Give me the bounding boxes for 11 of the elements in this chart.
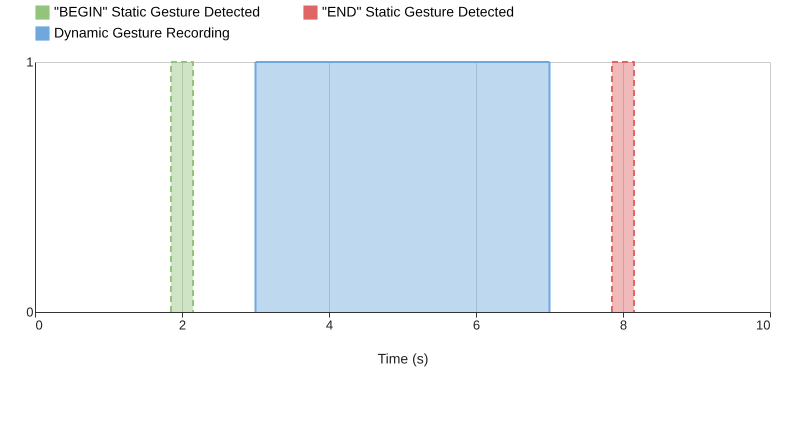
legend-label: Dynamic Gesture Recording [54,24,230,40]
x-tick-label: 6 [472,318,480,332]
x-tick-label: 2 [178,318,186,332]
legend-label: "END" Static Gesture Detected [322,4,514,20]
legend-label: "BEGIN" Static Gesture Detected [54,4,260,20]
x-tick-label: 0 [36,318,43,332]
x-axis-title: Time (s) [378,350,428,366]
x-tick-label: 10 [756,318,770,332]
x-tick-label: 4 [326,318,334,332]
y-tick-label: 1 [26,54,34,70]
x-tick-label: 8 [620,318,628,332]
